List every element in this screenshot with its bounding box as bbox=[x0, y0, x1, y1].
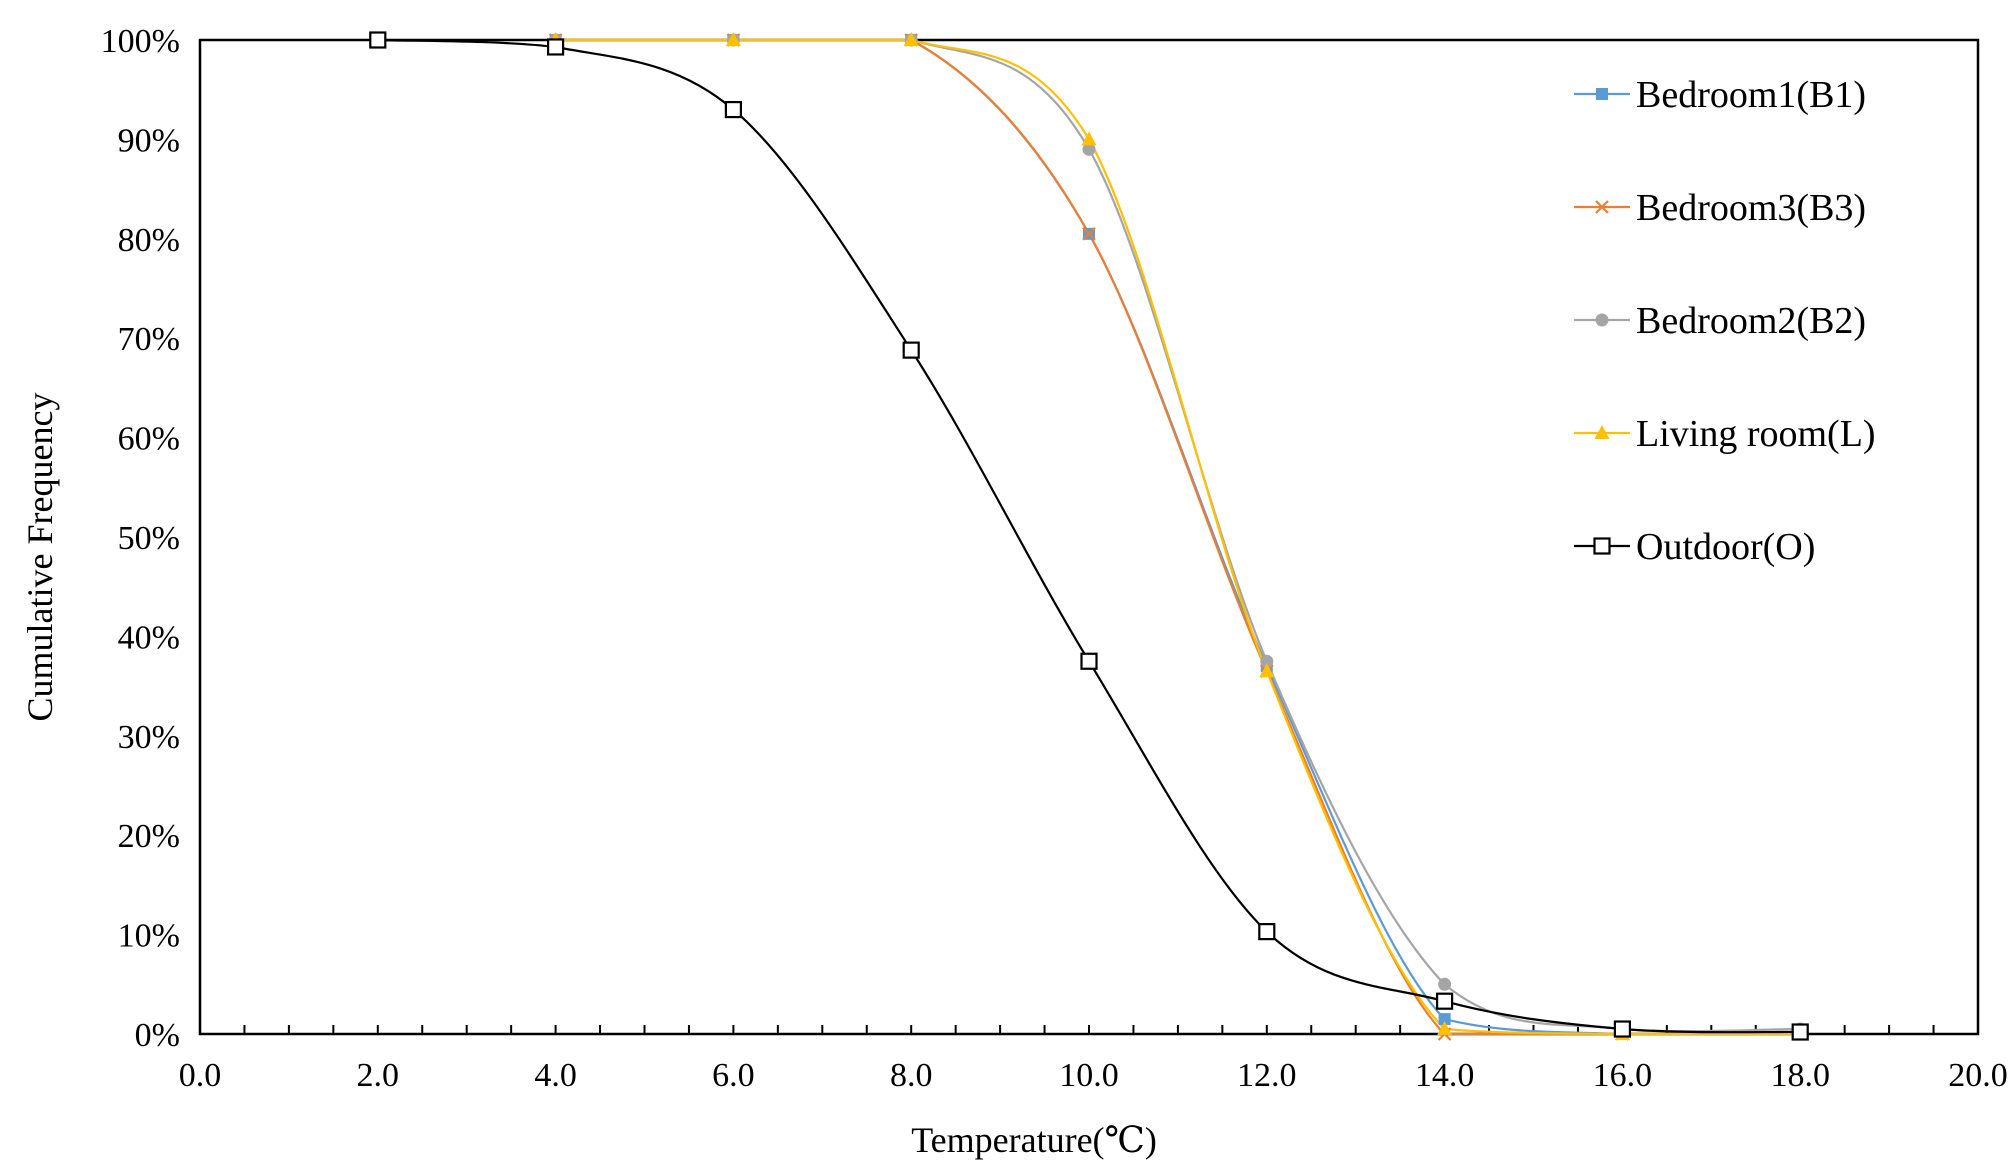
x-tick-label: 0.0 bbox=[179, 1057, 222, 1094]
y-tick-label: 40% bbox=[118, 619, 180, 656]
data-point bbox=[1082, 142, 1096, 156]
data-point bbox=[1438, 977, 1452, 991]
y-tick-label: 80% bbox=[118, 222, 180, 259]
legend-label: Living room(L) bbox=[1636, 413, 1876, 455]
data-point bbox=[902, 341, 920, 359]
x-tick-label: 14.0 bbox=[1415, 1057, 1475, 1094]
legend-marker bbox=[1593, 537, 1611, 555]
x-axis-ticks bbox=[199, 1025, 1979, 1034]
y-tick-label: 20% bbox=[118, 818, 180, 855]
y-tick-label: 60% bbox=[118, 421, 180, 458]
legend-item: Bedroom3(B3) bbox=[1574, 187, 1866, 229]
plot-area bbox=[198, 38, 1980, 1036]
series-line bbox=[377, 38, 1801, 1034]
y-tick-label: 0% bbox=[135, 1017, 180, 1054]
data-point bbox=[1435, 992, 1454, 1010]
data-point bbox=[1258, 923, 1276, 941]
y-tick-label: 50% bbox=[118, 520, 180, 557]
data-point bbox=[1081, 131, 1097, 146]
y-axis-tick-labels: 0% 10% 20% 30% 40% 50% 60% 70% 80% 90% 100% bbox=[101, 23, 180, 1054]
x-tick-label: 4.0 bbox=[534, 1057, 577, 1094]
data-point bbox=[1082, 227, 1096, 241]
series-markers bbox=[369, 31, 1809, 1041]
data-point bbox=[546, 38, 565, 56]
x-tick-label: 12.0 bbox=[1237, 1057, 1297, 1094]
x-tick-label: 16.0 bbox=[1593, 1057, 1653, 1094]
x-tick-label: 8.0 bbox=[890, 1057, 933, 1094]
marker-x-stroke bbox=[1595, 200, 1609, 214]
x-tick-label: 18.0 bbox=[1770, 1057, 1830, 1094]
x-tick-label: 10.0 bbox=[1059, 1057, 1119, 1094]
data-point bbox=[369, 31, 387, 49]
y-axis-title: Cumulative Frequency bbox=[20, 393, 60, 722]
data-point bbox=[1437, 1021, 1453, 1036]
legend-item: Bedroom1(B1) bbox=[1574, 74, 1866, 116]
data-point bbox=[724, 100, 743, 119]
x-tick-label: 6.0 bbox=[712, 1057, 755, 1094]
legend-item: Outdoor(O) bbox=[1574, 526, 1815, 568]
x-tick-label: 20.0 bbox=[1948, 1057, 2008, 1094]
legend-item: Bedroom2(B2) bbox=[1574, 300, 1866, 342]
data-point bbox=[1260, 654, 1274, 668]
x-axis-title: Temperature(℃) bbox=[911, 1120, 1157, 1160]
data-point bbox=[1438, 1013, 1451, 1026]
y-tick-label: 90% bbox=[118, 122, 180, 159]
legend-marker bbox=[1595, 313, 1609, 327]
y-tick-label: 30% bbox=[118, 719, 180, 756]
marker-x-stroke bbox=[1082, 227, 1096, 241]
legend-label: Bedroom3(B3) bbox=[1636, 187, 1866, 229]
legend-marker bbox=[1595, 200, 1609, 214]
legend: Bedroom1(B1) Bedroom3(B3) Bedroom2(B2) Livi… bbox=[1574, 74, 1876, 568]
data-point bbox=[1791, 1023, 1809, 1041]
legend-item: Living room(L) bbox=[1574, 413, 1876, 455]
x-axis-tick-labels: 0.0 2.0 4.0 6.0 8.0 10.0 12.0 14.0 16.0 18.0 20.0 bbox=[179, 1057, 2008, 1094]
legend-label: Bedroom1(B1) bbox=[1636, 74, 1866, 116]
data-point bbox=[1080, 652, 1098, 670]
data-point bbox=[725, 32, 741, 46]
series-lines bbox=[377, 38, 1801, 1036]
legend-marker bbox=[1596, 88, 1608, 100]
series-line bbox=[555, 38, 1801, 1036]
legend-label: Outdoor(O) bbox=[1636, 526, 1815, 568]
y-tick-label: 70% bbox=[118, 321, 180, 358]
y-tick-label: 10% bbox=[118, 918, 180, 955]
x-tick-label: 2.0 bbox=[357, 1057, 400, 1094]
legend-label: Bedroom2(B2) bbox=[1636, 300, 1866, 342]
data-point bbox=[903, 32, 919, 46]
data-point bbox=[1259, 663, 1275, 678]
y-tick-label: 100% bbox=[101, 23, 180, 60]
legend-marker bbox=[1594, 425, 1610, 439]
data-point bbox=[1613, 1020, 1632, 1038]
